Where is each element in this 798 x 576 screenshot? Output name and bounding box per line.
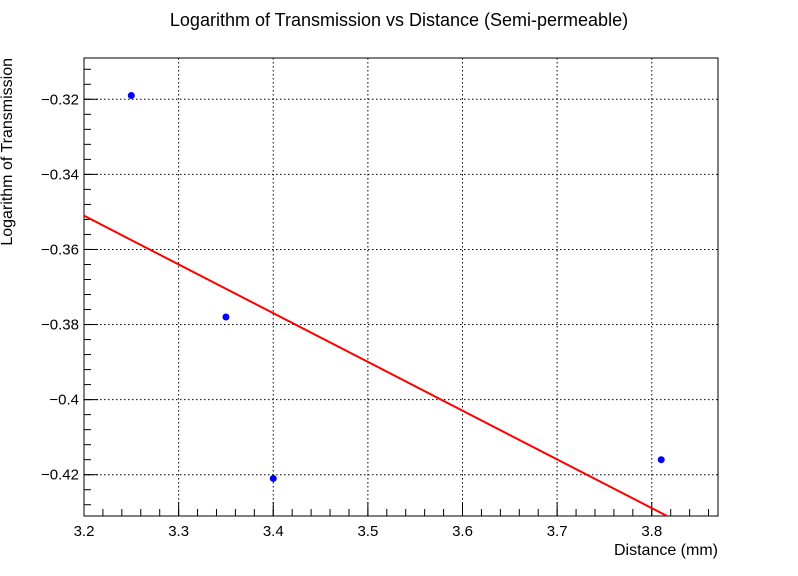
plot-frame xyxy=(83,57,719,517)
y-tick-label: −0.34 xyxy=(41,166,79,183)
y-tick-label: −0.42 xyxy=(41,467,79,484)
y-axis-label: Logarithm of Transmission xyxy=(0,58,16,246)
y-tick-label: −0.4 xyxy=(49,392,79,409)
y-tick-label: −0.38 xyxy=(41,317,79,334)
data-point xyxy=(269,474,277,482)
y-tick-label: −0.32 xyxy=(41,91,79,108)
x-axis-tick-labels: 3.2 3.3 3.4 3.5 3.6 3.7 3.8 xyxy=(74,523,663,540)
x-tick-label: 3.3 xyxy=(168,523,189,540)
grid xyxy=(84,58,718,516)
chart-title: Logarithm of Transmission vs Distance (S… xyxy=(170,10,628,30)
x-axis-label: Distance (mm) xyxy=(614,542,718,559)
series xyxy=(84,92,670,516)
x-tick-label: 3.5 xyxy=(357,523,378,540)
fit-line xyxy=(84,214,670,516)
y-axis-tick-labels: −0.32 −0.34 −0.36 −0.38 −0.4 −0.42 xyxy=(41,91,79,483)
data-point xyxy=(222,313,230,321)
x-tick-label: 3.6 xyxy=(452,523,473,540)
y-tick-label: −0.36 xyxy=(41,241,79,258)
x-tick-label: 3.2 xyxy=(74,523,95,540)
x-tick-label: 3.7 xyxy=(547,523,568,540)
axis-ticks xyxy=(83,68,710,516)
data-point xyxy=(127,92,135,100)
x-tick-label: 3.4 xyxy=(263,523,284,540)
data-point xyxy=(657,456,665,464)
x-tick-label: 3.8 xyxy=(641,523,662,540)
